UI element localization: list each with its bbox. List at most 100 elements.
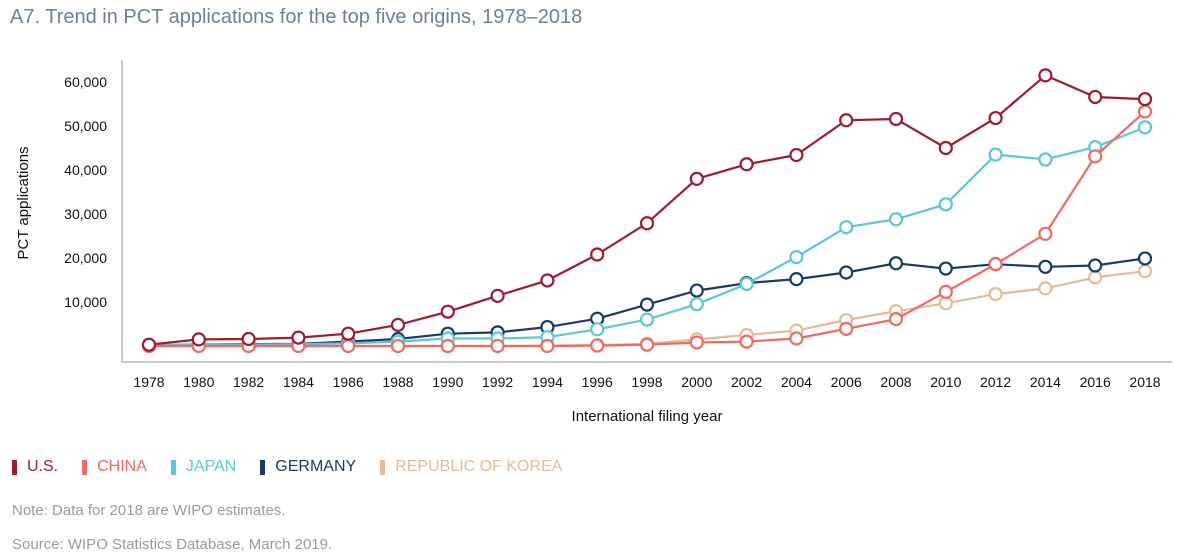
data-point[interactable] bbox=[341, 338, 356, 354]
data-point[interactable] bbox=[988, 257, 1003, 272]
data-point[interactable] bbox=[639, 216, 655, 231]
x-tick-label: 1978 bbox=[133, 374, 164, 390]
data-point[interactable] bbox=[291, 330, 306, 345]
data-point[interactable] bbox=[739, 157, 754, 172]
series-layer bbox=[141, 68, 1153, 354]
y-tick-label: 20,000 bbox=[64, 250, 107, 266]
data-point[interactable] bbox=[639, 337, 655, 352]
data-point[interactable] bbox=[739, 276, 754, 292]
data-point[interactable] bbox=[888, 111, 904, 127]
data-point[interactable] bbox=[839, 113, 854, 128]
y-tick-label: 50,000 bbox=[64, 118, 107, 134]
data-point[interactable] bbox=[1137, 120, 1153, 135]
x-tick-label: 1998 bbox=[631, 374, 662, 390]
data-point[interactable] bbox=[540, 273, 555, 288]
data-point[interactable] bbox=[590, 247, 605, 262]
data-point[interactable] bbox=[689, 335, 704, 350]
data-point[interactable] bbox=[1088, 258, 1103, 273]
x-tick-label: 2016 bbox=[1080, 374, 1111, 390]
data-point[interactable] bbox=[938, 140, 953, 156]
x-tick-label: 1994 bbox=[532, 374, 563, 390]
x-tick-label: 1984 bbox=[283, 374, 314, 390]
data-point[interactable] bbox=[440, 338, 455, 354]
y-axis-ticks: 10,000 20,000 30,000 40,000 50,000 60,000 bbox=[64, 74, 107, 310]
data-point[interactable] bbox=[789, 331, 804, 346]
data-point[interactable] bbox=[490, 338, 505, 354]
data-point[interactable] bbox=[1038, 152, 1053, 167]
x-axis-ticks: 1978 1980 1982 1984 1986 1988 1990 1992 1994 1996… bbox=[133, 374, 1160, 390]
y-axis-title: PCT applications bbox=[15, 146, 32, 259]
legend-label: GERMANY bbox=[275, 458, 357, 475]
x-tick-label: 1986 bbox=[333, 374, 364, 390]
data-point[interactable] bbox=[1038, 68, 1053, 83]
data-point[interactable] bbox=[888, 212, 904, 227]
legend-item: JAPAN bbox=[170, 458, 237, 476]
data-point[interactable] bbox=[739, 334, 754, 349]
legend-item: REPUBLIC OF KOREA bbox=[380, 458, 562, 476]
data-point[interactable] bbox=[888, 312, 904, 327]
x-tick-label: 2004 bbox=[781, 374, 812, 390]
data-point[interactable] bbox=[490, 288, 505, 303]
x-tick-label: 2008 bbox=[880, 374, 911, 390]
data-point[interactable] bbox=[341, 326, 356, 341]
data-point[interactable] bbox=[789, 250, 804, 265]
data-point[interactable] bbox=[938, 284, 953, 299]
x-tick-label: 2006 bbox=[831, 374, 862, 390]
data-point[interactable] bbox=[938, 296, 953, 311]
data-point[interactable] bbox=[689, 171, 704, 186]
data-point[interactable] bbox=[390, 317, 406, 332]
data-point[interactable] bbox=[440, 304, 455, 319]
x-tick-label: 1988 bbox=[382, 374, 413, 390]
data-point[interactable] bbox=[1137, 264, 1153, 279]
data-point[interactable] bbox=[888, 256, 904, 271]
data-point[interactable] bbox=[689, 297, 704, 312]
data-point[interactable] bbox=[590, 322, 605, 337]
legend-swatch bbox=[380, 459, 386, 475]
x-axis-title: International filing year bbox=[572, 408, 723, 425]
x-tick-label: 2014 bbox=[1030, 374, 1061, 390]
legend-label: CHINA bbox=[97, 458, 147, 475]
data-point[interactable] bbox=[1137, 92, 1153, 107]
data-point[interactable] bbox=[639, 297, 655, 312]
data-point[interactable] bbox=[1088, 89, 1103, 105]
legend-label: U.S. bbox=[27, 458, 59, 475]
legend-item: U.S. bbox=[12, 458, 58, 476]
x-tick-label: 1990 bbox=[432, 374, 463, 390]
data-point[interactable] bbox=[540, 338, 555, 354]
data-point[interactable] bbox=[141, 337, 157, 352]
x-tick-label: 2010 bbox=[930, 374, 961, 390]
data-point[interactable] bbox=[938, 261, 953, 276]
data-point[interactable] bbox=[191, 332, 206, 347]
data-point[interactable] bbox=[988, 110, 1003, 126]
data-point[interactable] bbox=[1038, 226, 1053, 241]
data-point[interactable] bbox=[1088, 270, 1103, 285]
data-point[interactable] bbox=[789, 272, 804, 287]
chart-title: A7. Trend in PCT applications for the to… bbox=[10, 6, 583, 28]
data-point[interactable] bbox=[1088, 149, 1103, 164]
legend-label: JAPAN bbox=[185, 458, 237, 475]
data-point[interactable] bbox=[1137, 251, 1153, 266]
x-tick-label: 1996 bbox=[582, 374, 613, 390]
data-point[interactable] bbox=[938, 197, 953, 212]
data-point[interactable] bbox=[988, 286, 1003, 302]
data-point[interactable] bbox=[689, 283, 704, 298]
data-point[interactable] bbox=[1038, 259, 1053, 274]
y-tick-label: 40,000 bbox=[64, 162, 107, 178]
legend-label: REPUBLIC OF KOREA bbox=[395, 458, 563, 475]
data-point[interactable] bbox=[988, 147, 1003, 162]
data-point[interactable] bbox=[789, 147, 804, 163]
data-point[interactable] bbox=[839, 321, 854, 336]
data-point[interactable] bbox=[839, 265, 854, 280]
series-u-s bbox=[141, 68, 1153, 352]
data-point[interactable] bbox=[839, 220, 854, 235]
data-point[interactable] bbox=[241, 331, 256, 347]
series-china bbox=[141, 104, 1153, 354]
note-text: Note: Data for 2018 are WIPO estimates. bbox=[12, 502, 286, 519]
data-point[interactable] bbox=[1038, 281, 1053, 296]
data-point[interactable] bbox=[390, 338, 406, 354]
data-point[interactable] bbox=[590, 338, 605, 353]
x-tick-label: 2018 bbox=[1129, 374, 1160, 390]
data-point[interactable] bbox=[639, 312, 655, 327]
legend: U.S. CHINA JAPAN GERMANY REPUBLIC OF KOREA bbox=[12, 458, 586, 476]
data-point[interactable] bbox=[1137, 104, 1153, 119]
